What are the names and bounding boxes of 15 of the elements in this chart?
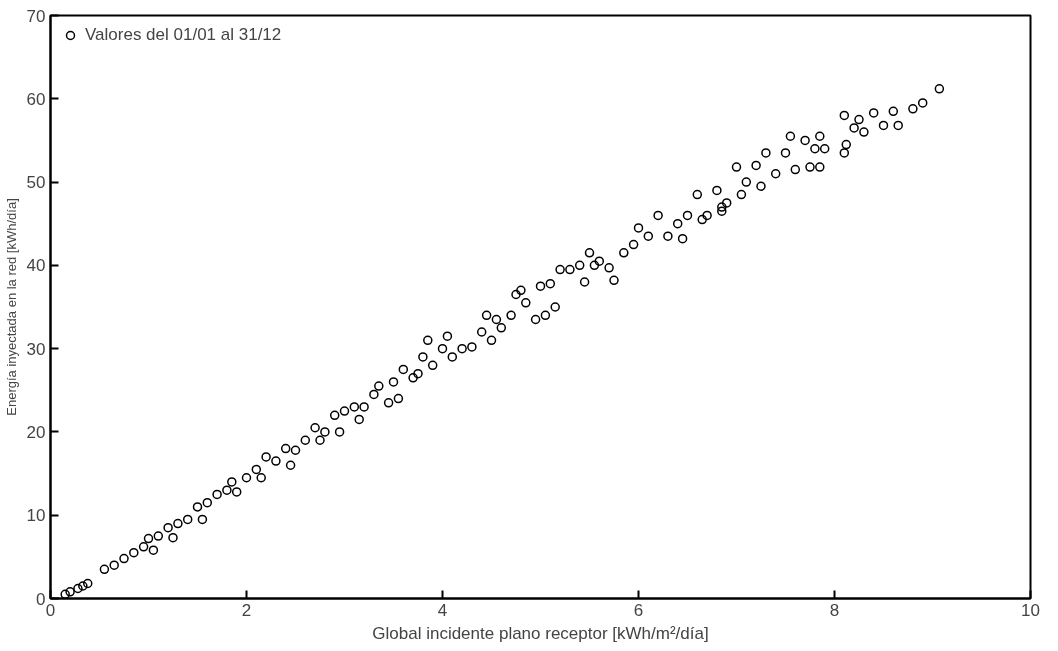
y-tick-label: 30 — [26, 339, 46, 359]
x-tick-label: 8 — [829, 600, 840, 620]
y-axis-title: Energía inyectada en la red [kWh/día] — [3, 198, 19, 416]
x-tick-label: 6 — [633, 600, 644, 620]
x-tick-label: 10 — [1021, 600, 1040, 620]
y-tick-label: 50 — [26, 173, 46, 193]
x-axis-title: Global incidente plano receptor [kWh/m²/día] — [372, 623, 709, 643]
legend-label: Valores del 01/01 al 31/12 — [85, 25, 282, 45]
y-tick-label: 20 — [26, 422, 46, 442]
y-tick-label: 70 — [26, 6, 46, 26]
x-tick-label: 4 — [437, 600, 448, 620]
y-tick-label: 10 — [26, 506, 46, 526]
x-tick-label: 2 — [241, 600, 252, 620]
y-tick-label: 40 — [26, 256, 46, 276]
y-tick-label: 60 — [26, 89, 46, 109]
